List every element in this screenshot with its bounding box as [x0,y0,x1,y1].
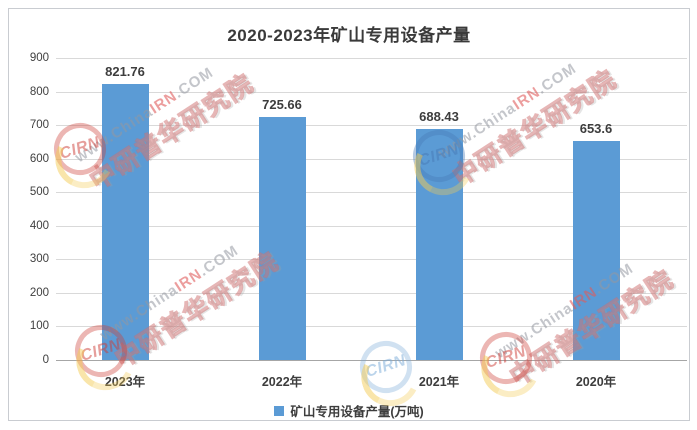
y-axis-tick-label: 900 [29,52,49,64]
y-axis-tick-label: 0 [42,354,49,366]
y-axis-tick-label: 800 [29,85,49,98]
chart-frame: 2020-2023年矿山专用设备产量 0 100 200 300 400 500 600 70… [8,8,690,421]
y-axis-tick-label: 600 [29,152,49,165]
y-axis-tick-label: 200 [29,286,49,299]
gridline [56,125,687,127]
x-axis-tick-label: 2021年 [418,375,460,389]
legend-swatch-icon [274,405,285,416]
legend: 矿山专用设备产量(万吨) [9,401,689,420]
chart-title: 2020-2023年矿山专用设备产量 [227,26,471,45]
y-axis-tick-label: 400 [29,219,49,232]
x-axis-tick-label: 2020年 [575,375,617,389]
gridline [56,225,687,227]
x-axis-tick-label: 2022年 [261,375,303,389]
value-label: 653.6 [579,120,613,136]
y-axis-tick-label: 500 [29,186,49,199]
gridline [56,192,687,194]
value-label: 725.66 [262,96,302,112]
x-axis-tick-label: 2023年 [104,375,146,389]
legend-label: 矿山专用设备产量(万吨) [290,405,424,419]
gridline [56,259,687,261]
gridline [56,91,687,93]
gridline [56,292,687,294]
value-label: 821.76 [105,64,145,80]
gridline [56,326,687,328]
bar-2021年 [415,128,463,360]
value-label: 688.43 [419,108,459,124]
y-axis-tick-label: 100 [29,320,49,333]
bar-2022年 [258,116,306,360]
bar-2023年 [101,84,149,360]
gridline [56,58,687,59]
gridline [56,158,687,160]
y-axis-tick-label: 300 [29,253,49,266]
y-axis-tick-label: 700 [29,119,49,132]
bar-2020年 [572,140,620,360]
x-axis-line [56,360,687,361]
